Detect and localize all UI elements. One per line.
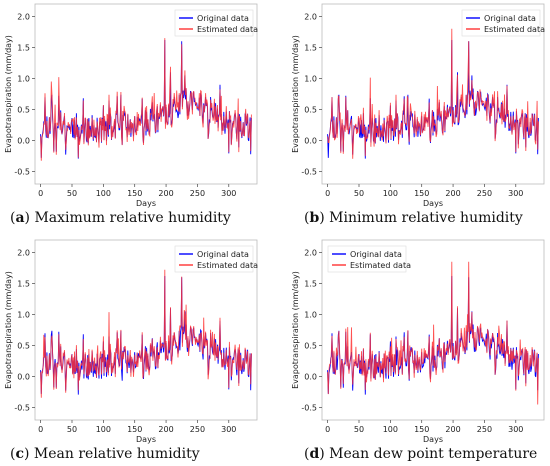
x-tick-label: 0	[38, 425, 43, 434]
chart-panel-b: 0 50 100 150 200 250 300 -0.5 0.0 0.5 1.0 1.5 2.0 Day…	[291, 3, 545, 226]
x-tick-label: 100	[96, 189, 111, 198]
x-tick-label: 0	[325, 425, 330, 434]
panel-caption: (a) Maximum relative humidity	[10, 210, 231, 226]
legend-box	[461, 9, 541, 37]
x-axis-title: Days	[136, 435, 156, 444]
panel-caption: (b) Minimum relative humidity	[304, 210, 523, 226]
x-tick-label: 50	[354, 189, 364, 198]
x-axis-title: Days	[423, 435, 443, 444]
legend-box	[174, 245, 254, 273]
x-tick-label: 100	[383, 425, 398, 434]
x-tick-label: 150	[127, 189, 142, 198]
legend-label: Estimated data	[197, 25, 258, 34]
y-tick-label: 1.0	[17, 74, 30, 83]
x-axis-title: Days	[423, 199, 443, 208]
series-line-estimated	[40, 269, 252, 398]
legend-box	[327, 245, 407, 273]
x-tick-label: 150	[414, 425, 429, 434]
y-tick-label: -0.5	[14, 168, 30, 177]
chart-panel-a: 0 50 100 150 200 250 300 -0.5 0.0 0.5 1.0 1.5 2.0 Day…	[4, 3, 258, 226]
x-tick-label: 100	[383, 189, 398, 198]
chart-panel-d: 0 50 100 150 200 250 300 -0.5 0.0 0.5 1.0 1.5 2.0 Day…	[291, 239, 545, 462]
y-tick-label: -0.5	[301, 168, 317, 177]
y-axis-title: Evapotranspiration (mm/day)	[4, 271, 13, 389]
y-axis-title: Evapotranspiration (mm/day)	[291, 35, 300, 153]
x-tick-label: 250	[190, 189, 205, 198]
legend-label: Estimated data	[484, 25, 545, 34]
y-axis-title: Evapotranspiration (mm/day)	[4, 35, 13, 153]
y-tick-label: 0.0	[304, 137, 317, 146]
y-tick-label: 2.0	[17, 12, 30, 21]
x-tick-label: 50	[354, 425, 364, 434]
x-tick-label: 250	[477, 189, 492, 198]
series-line-estimated	[40, 38, 252, 161]
y-tick-label: 1.5	[17, 43, 30, 52]
legend-label: Original data	[484, 14, 536, 23]
y-tick-label: 1.0	[17, 310, 30, 319]
legend-label: Estimated data	[350, 261, 411, 270]
x-tick-label: 250	[477, 425, 492, 434]
y-tick-label: 0.5	[304, 342, 317, 351]
y-tick-label: 0.5	[17, 342, 30, 351]
series-line-estimated	[327, 28, 539, 159]
legend-label: Original data	[350, 250, 402, 259]
x-tick-label: 250	[190, 425, 205, 434]
y-tick-label: 2.0	[304, 12, 317, 21]
panel-caption: (c) Mean relative humidity	[10, 446, 200, 462]
x-tick-label: 200	[158, 425, 173, 434]
x-tick-label: 0	[325, 189, 330, 198]
x-tick-label: 300	[508, 189, 523, 198]
legend-label: Estimated data	[197, 261, 258, 270]
x-tick-label: 0	[38, 189, 43, 198]
y-tick-label: 1.0	[304, 310, 317, 319]
x-tick-label: 150	[414, 189, 429, 198]
y-tick-label: 1.0	[304, 74, 317, 83]
legend-label: Original data	[197, 14, 249, 23]
x-tick-label: 50	[67, 425, 77, 434]
chart-panel-c: 0 50 100 150 200 250 300 -0.5 0.0 0.5 1.0 1.5 2.0 Day…	[4, 239, 258, 462]
x-tick-label: 100	[96, 425, 111, 434]
y-tick-label: 2.0	[304, 248, 317, 257]
x-tick-label: 200	[445, 189, 460, 198]
x-tick-label: 300	[221, 189, 236, 198]
panel-caption: (d) Mean dew point temperature	[304, 446, 537, 462]
x-tick-label: 300	[221, 425, 236, 434]
x-tick-label: 50	[67, 189, 77, 198]
y-tick-label: 0.0	[17, 137, 30, 146]
x-tick-label: 150	[127, 425, 142, 434]
y-tick-label: 0.5	[304, 106, 317, 115]
y-tick-label: 2.0	[17, 248, 30, 257]
y-tick-label: 1.5	[304, 43, 317, 52]
y-tick-label: 0.5	[17, 106, 30, 115]
x-axis-title: Days	[136, 199, 156, 208]
legend-label: Original data	[197, 250, 249, 259]
series-line-estimated	[327, 261, 539, 405]
legend-box	[174, 9, 254, 37]
y-tick-label: 0.0	[304, 373, 317, 382]
y-tick-label: -0.5	[14, 404, 30, 413]
y-axis-title: Evapotranspiration (mm/day)	[291, 271, 300, 389]
x-tick-label: 200	[445, 425, 460, 434]
y-tick-label: 1.5	[304, 279, 317, 288]
y-tick-label: 0.0	[17, 373, 30, 382]
x-tick-label: 300	[508, 425, 523, 434]
y-tick-label: -0.5	[301, 404, 317, 413]
y-tick-label: 1.5	[17, 279, 30, 288]
x-tick-label: 200	[158, 189, 173, 198]
